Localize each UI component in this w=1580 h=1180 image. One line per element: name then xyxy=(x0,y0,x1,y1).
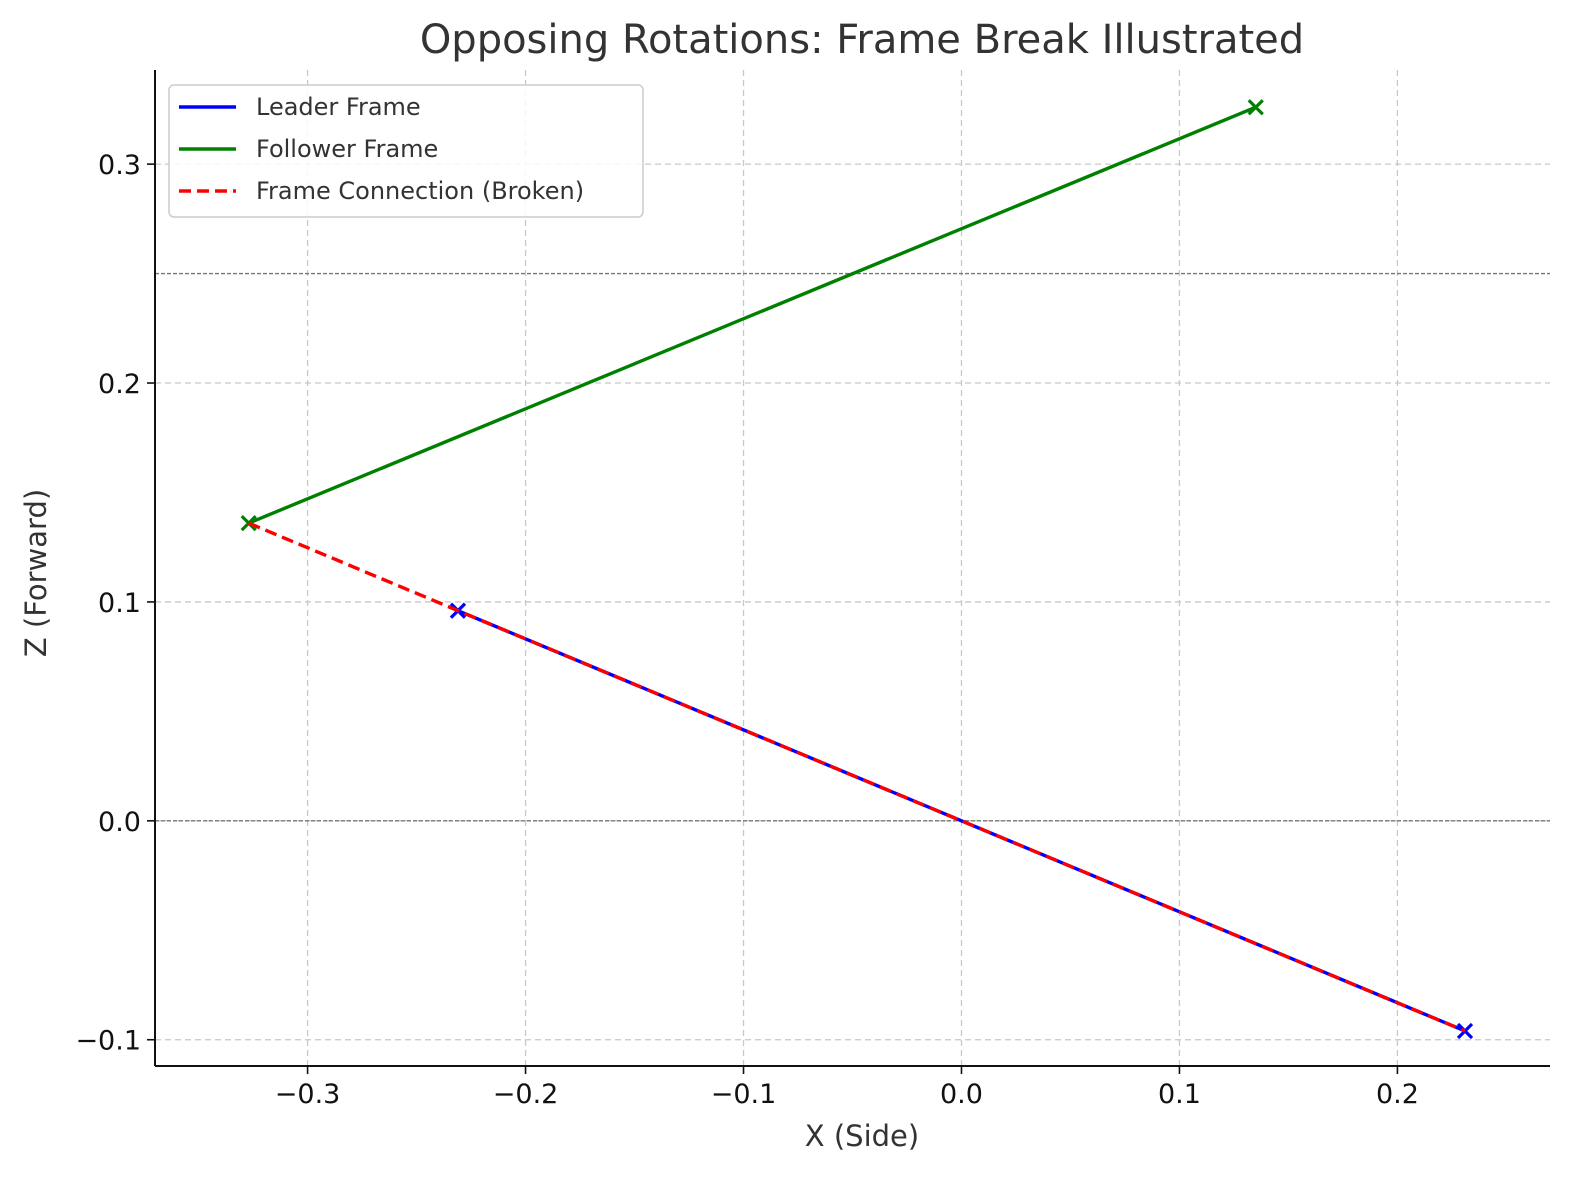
legend-box xyxy=(168,84,644,218)
x-tick-label-2: −0.1 xyxy=(711,1079,777,1110)
legend-label-0: Leader Frame xyxy=(256,93,421,121)
legend-label-1: Follower Frame xyxy=(256,135,438,163)
series-line-2 xyxy=(248,521,1466,1033)
x-tick-label-0: −0.3 xyxy=(275,1079,341,1110)
grid xyxy=(155,70,1550,1066)
tick-labels: −0.3 −0.2 −0.1 0.0 0.1 0.2 −0.1 0.0 0.1 0.2 0.3 xyxy=(75,150,1418,1110)
x-tick-label-5: 0.2 xyxy=(1376,1079,1419,1110)
y-axis-label: Z (Forward) xyxy=(19,489,53,657)
x-tick-label-1: −0.2 xyxy=(493,1079,559,1110)
legend: Leader Frame Follower Frame Frame Connecti… xyxy=(168,84,644,218)
series-layer xyxy=(240,99,1474,1040)
series-1-marker-1 xyxy=(1247,99,1264,116)
y-tick-label-4: 0.3 xyxy=(98,150,141,181)
legend-label-2: Frame Connection (Broken) xyxy=(256,177,584,205)
chart-title: Opposing Rotations: Frame Break Illustra… xyxy=(420,17,1304,63)
y-tick-label-2: 0.1 xyxy=(98,588,141,619)
y-tick-label-3: 0.2 xyxy=(98,369,141,400)
y-tick-label-1: 0.0 xyxy=(98,807,141,838)
axes xyxy=(154,70,1550,1067)
x-tick-label-3: 0.0 xyxy=(940,1079,983,1110)
x-axis-label: X (Side) xyxy=(805,1119,919,1153)
series-line-1 xyxy=(248,105,1257,525)
x-tick-label-4: 0.1 xyxy=(1158,1079,1201,1110)
reference-lines xyxy=(155,272,1550,822)
y-tick-label-0: −0.1 xyxy=(75,1026,141,1057)
